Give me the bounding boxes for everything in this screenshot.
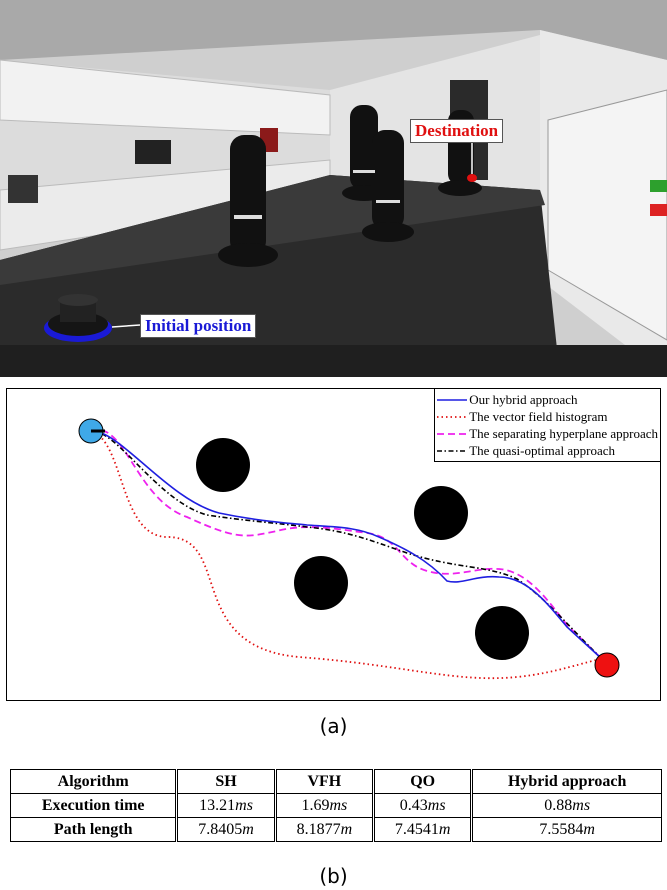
caption-b: (b) [319, 864, 348, 888]
legend-item: The quasi-optimal approach [435, 442, 658, 459]
goal-marker [594, 652, 620, 678]
table-cell: 1.69ms [273, 793, 375, 818]
table-cell: 7.5584m [470, 817, 662, 842]
table-cell: 0.88ms [470, 793, 662, 818]
legend-label: Our hybrid approach [469, 392, 578, 407]
legend-swatch-sh [437, 432, 468, 435]
table-header: Algorithm [9, 769, 178, 794]
trajectory-plot: Our hybrid approach The vector field his… [6, 388, 661, 701]
obstacle [475, 606, 529, 660]
destination-label: Destination [410, 119, 504, 143]
caption-a: (a) [319, 714, 348, 738]
table-header: SH [175, 769, 276, 794]
hybrid-path [90, 430, 603, 660]
table-cell: 0.43ms [372, 793, 473, 818]
vfh-path [90, 430, 603, 680]
plot-legend: Our hybrid approach The vector field his… [434, 389, 660, 462]
table-header: VFH [273, 769, 375, 794]
obstacle [196, 438, 250, 492]
lab-photo [0, 0, 667, 377]
table-cell: 7.4541m [372, 817, 473, 842]
legend-item: Our hybrid approach [435, 391, 658, 408]
row-label: Execution time [9, 793, 178, 818]
legend-swatch-qo [437, 449, 468, 452]
lab-scene [0, 0, 667, 377]
obstacle [414, 486, 468, 540]
table-row: Path length 7.8405m 8.1877m 7.4541m 7.55… [9, 817, 662, 842]
initial-position-label: Initial position [140, 314, 257, 338]
table-cell: 8.1877m [273, 817, 375, 842]
qo-path [90, 430, 603, 660]
legend-item: The vector field histogram [435, 408, 658, 425]
legend-label: The separating hyperplane approach [469, 426, 658, 441]
legend-label: The quasi-optimal approach [469, 443, 616, 458]
table-header: QO [372, 769, 473, 794]
table-cell: 13.21ms [175, 793, 276, 818]
table-row: Execution time 13.21ms 1.69ms 0.43ms 0.8… [9, 793, 662, 818]
table-header: Hybrid approach [470, 769, 662, 794]
table-cell: 7.8405m [175, 817, 276, 842]
results-table: Algorithm SH VFH QO Hybrid approach Exec… [9, 769, 662, 842]
legend-label: The vector field histogram [469, 409, 608, 424]
legend-swatch-vfh [437, 415, 468, 418]
row-label: Path length [9, 817, 178, 842]
table-header-row: Algorithm SH VFH QO Hybrid approach [9, 769, 662, 794]
legend-swatch-hybrid [437, 398, 468, 401]
legend-item: The separating hyperplane approach [435, 425, 658, 442]
trajectory-canvas [78, 418, 620, 680]
sh-path [90, 428, 603, 660]
obstacle [294, 556, 348, 610]
